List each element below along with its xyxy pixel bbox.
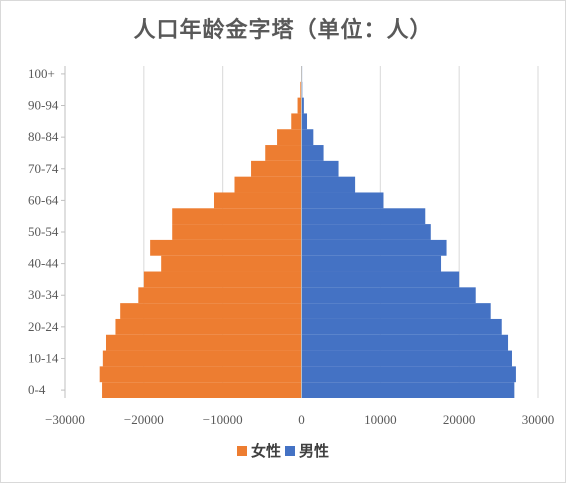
bar-female [102, 350, 302, 367]
x-tick-label: −30000 [45, 412, 85, 427]
y-tick-label: 0-4 [28, 382, 46, 397]
y-tick-label: 90-94 [28, 98, 59, 113]
x-tick-label: 10000 [364, 412, 397, 427]
bar-female [105, 334, 302, 351]
bar-male [301, 350, 512, 367]
bar-male [301, 271, 460, 288]
bar-female [291, 113, 302, 130]
x-tick-label: 0 [298, 412, 305, 427]
bar-male [301, 192, 384, 209]
bar-female [277, 129, 302, 146]
x-tick-label: 30000 [522, 412, 555, 427]
y-tick-label: 50-54 [28, 224, 59, 239]
bar-female [251, 160, 302, 177]
bar-male [301, 224, 431, 240]
bars [99, 66, 516, 398]
legend-item-male: 男性 [285, 440, 329, 461]
bar-female [99, 366, 302, 383]
bar-male [301, 239, 447, 256]
bar-female [150, 239, 302, 256]
y-tick-label: 40-44 [28, 256, 59, 271]
bar-male [301, 160, 339, 177]
y-tick-label: 100+ [28, 66, 55, 81]
legend-label-female: 女性 [250, 442, 281, 460]
bar-male [301, 145, 324, 161]
bar-female [120, 303, 302, 319]
y-tick-label: 80-84 [28, 129, 59, 144]
bar-male [301, 129, 314, 146]
bar-female [115, 318, 302, 335]
bar-female [213, 192, 302, 209]
bar-male [301, 382, 515, 398]
y-tick-label: 60-64 [28, 192, 59, 207]
bar-female [143, 271, 302, 288]
y-tick-label: 30-34 [28, 287, 59, 302]
bar-male [301, 176, 356, 193]
bar-male [301, 97, 304, 114]
bar-female [138, 287, 302, 304]
x-tick-label: −20000 [124, 412, 164, 427]
bar-female [297, 97, 302, 114]
y-tick-label: 70-74 [28, 161, 59, 176]
bar-female [172, 208, 302, 225]
bar-male [301, 318, 502, 335]
bar-female [234, 176, 302, 193]
x-tick-label: 20000 [443, 412, 476, 427]
y-tick-label: 20-24 [28, 319, 59, 334]
bar-male [301, 287, 476, 304]
bar-female [102, 382, 302, 398]
bar-female [265, 145, 302, 161]
bar-male [301, 366, 516, 383]
axes: −30000 −20000 −10000 0 10000 20000 30000 0-4 10-… [28, 66, 554, 427]
legend-swatch-female [236, 445, 247, 456]
x-tick-label: −10000 [203, 412, 243, 427]
bar-male [301, 208, 426, 225]
legend-label-male: 男性 [299, 442, 330, 460]
bar-female [300, 81, 302, 98]
chart-title: 人口年龄金字塔（单位：人） [133, 17, 433, 43]
y-tick-label: 10-14 [28, 350, 59, 365]
legend-swatch-male [285, 445, 295, 456]
bar-male [301, 255, 442, 272]
bar-female [161, 255, 302, 272]
bar-female [172, 224, 302, 240]
legend: 女性 男性 [0, 440, 566, 461]
bar-male [301, 113, 308, 130]
bar-male [301, 334, 509, 351]
legend-item-female: 女性 [236, 440, 281, 461]
bar-male [301, 303, 491, 319]
